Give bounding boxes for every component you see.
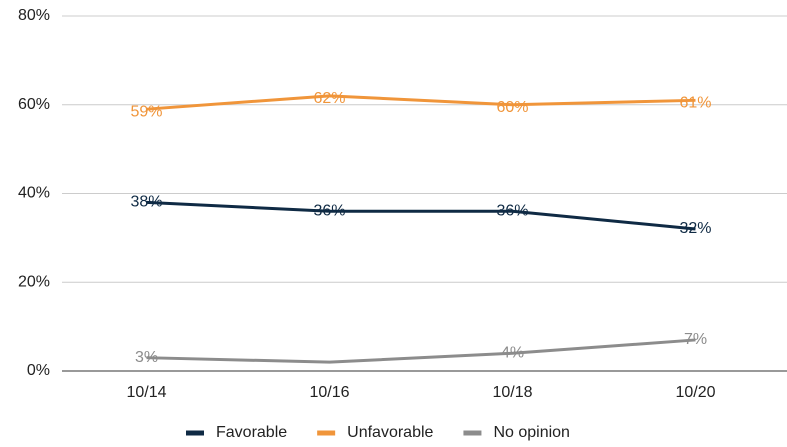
y-tick-label: 60% <box>18 96 50 113</box>
series-line <box>146 94 696 111</box>
y-tick-label: 80% <box>18 7 50 24</box>
data-label: 59% <box>130 103 162 120</box>
y-tick-label: 0% <box>27 362 50 379</box>
legend-label: Favorable <box>216 424 287 441</box>
data-label: 38% <box>130 194 162 211</box>
y-tick-label: 40% <box>18 185 50 202</box>
x-tick-label: 10/20 <box>675 384 715 401</box>
series-line <box>146 200 696 231</box>
data-label: 7% <box>684 331 707 348</box>
data-label: 36% <box>313 202 345 219</box>
legend-label: No opinion <box>493 424 570 441</box>
x-tick-label: 10/16 <box>309 384 349 401</box>
x-tick-label: 10/14 <box>126 384 166 401</box>
data-label: 60% <box>496 99 528 116</box>
legend-label: Unfavorable <box>347 424 433 441</box>
data-label: 4% <box>501 344 524 361</box>
data-label: 62% <box>313 90 345 107</box>
data-label: 61% <box>679 95 711 112</box>
data-label: 36% <box>496 202 528 219</box>
x-tick-label: 10/18 <box>492 384 532 401</box>
data-label: 3% <box>135 349 158 366</box>
series-line <box>146 338 696 364</box>
y-tick-label: 20% <box>18 273 50 290</box>
data-label: 32% <box>679 220 711 237</box>
